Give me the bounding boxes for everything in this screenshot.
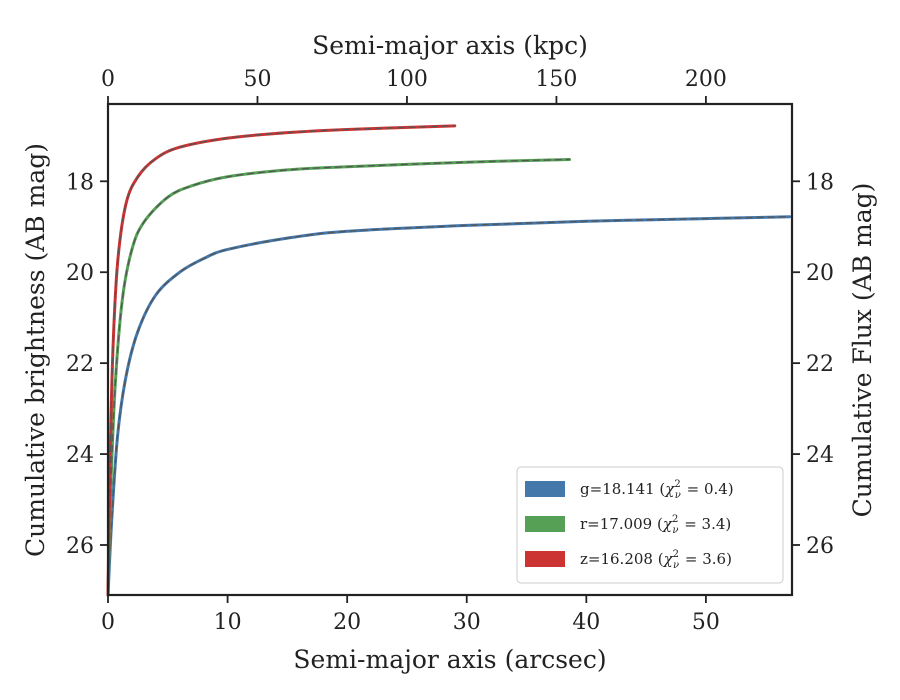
y-right-tick-label: 24 xyxy=(806,443,834,468)
x-axis-top-title: Semi-major axis (kpc) xyxy=(312,31,588,60)
y-left-tick-label: 24 xyxy=(66,443,94,468)
x-bottom-tick-label: 50 xyxy=(692,610,720,635)
legend-swatch-z xyxy=(525,551,565,567)
x-top-tick-label: 200 xyxy=(685,67,727,92)
y-right-tick-label: 22 xyxy=(806,352,834,377)
x-bottom-tick-label: 10 xyxy=(214,610,242,635)
x-top-tick-label: 0 xyxy=(101,67,115,92)
y-left-tick-label: 22 xyxy=(66,352,94,377)
y-axis-right-title: Cumulative Flux (AB mag) xyxy=(848,183,877,518)
legend-label-g: g=18.141 (χ2 ν = 0.4) xyxy=(580,479,734,501)
legend-swatch-g xyxy=(525,481,565,497)
y-right-tick-label: 18 xyxy=(806,170,834,195)
y-axis-left-title: Cumulative brightness (AB mag) xyxy=(21,143,50,557)
x-bottom-tick-label: 0 xyxy=(101,610,115,635)
x-bottom-tick-label: 40 xyxy=(572,610,600,635)
axis-ticks: 0 10 20 30 40 50 0 50 100 150 200 18 20 22 24 26 18 20 22 2… xyxy=(66,67,834,635)
y-right-tick-label: 20 xyxy=(806,261,834,286)
plot-frame xyxy=(106,102,794,597)
legend-box xyxy=(516,466,784,584)
y-left-tick-label: 26 xyxy=(66,534,94,559)
x-bottom-tick-label: 20 xyxy=(333,610,361,635)
x-bottom-tick-label: 30 xyxy=(453,610,481,635)
series-line-z xyxy=(106,124,457,597)
legend-label-z: z=16.208 (χ2 ν = 3.6) xyxy=(580,549,732,571)
x-top-tick-label: 100 xyxy=(386,67,428,92)
series-curves xyxy=(106,124,792,597)
model-fit-line-z xyxy=(107,125,455,596)
legend-swatch-r xyxy=(525,516,565,532)
x-axis-bottom-title: Semi-major axis (arcsec) xyxy=(293,645,606,674)
y-right-tick-label: 26 xyxy=(806,534,834,559)
x-top-tick-label: 50 xyxy=(243,67,271,92)
legend: g=18.141 (χ2 ν = 0.4) r=17.009 (χ2 ν = 3.4)… xyxy=(516,466,784,584)
y-left-tick-label: 18 xyxy=(66,170,94,195)
x-top-tick-label: 150 xyxy=(535,67,577,92)
model-fit-line-g xyxy=(107,216,790,596)
y-left-tick-label: 20 xyxy=(66,261,94,286)
legend-label-r: r=17.009 (χ2 ν = 3.4) xyxy=(580,514,731,536)
model-fit-line-r xyxy=(107,158,570,596)
